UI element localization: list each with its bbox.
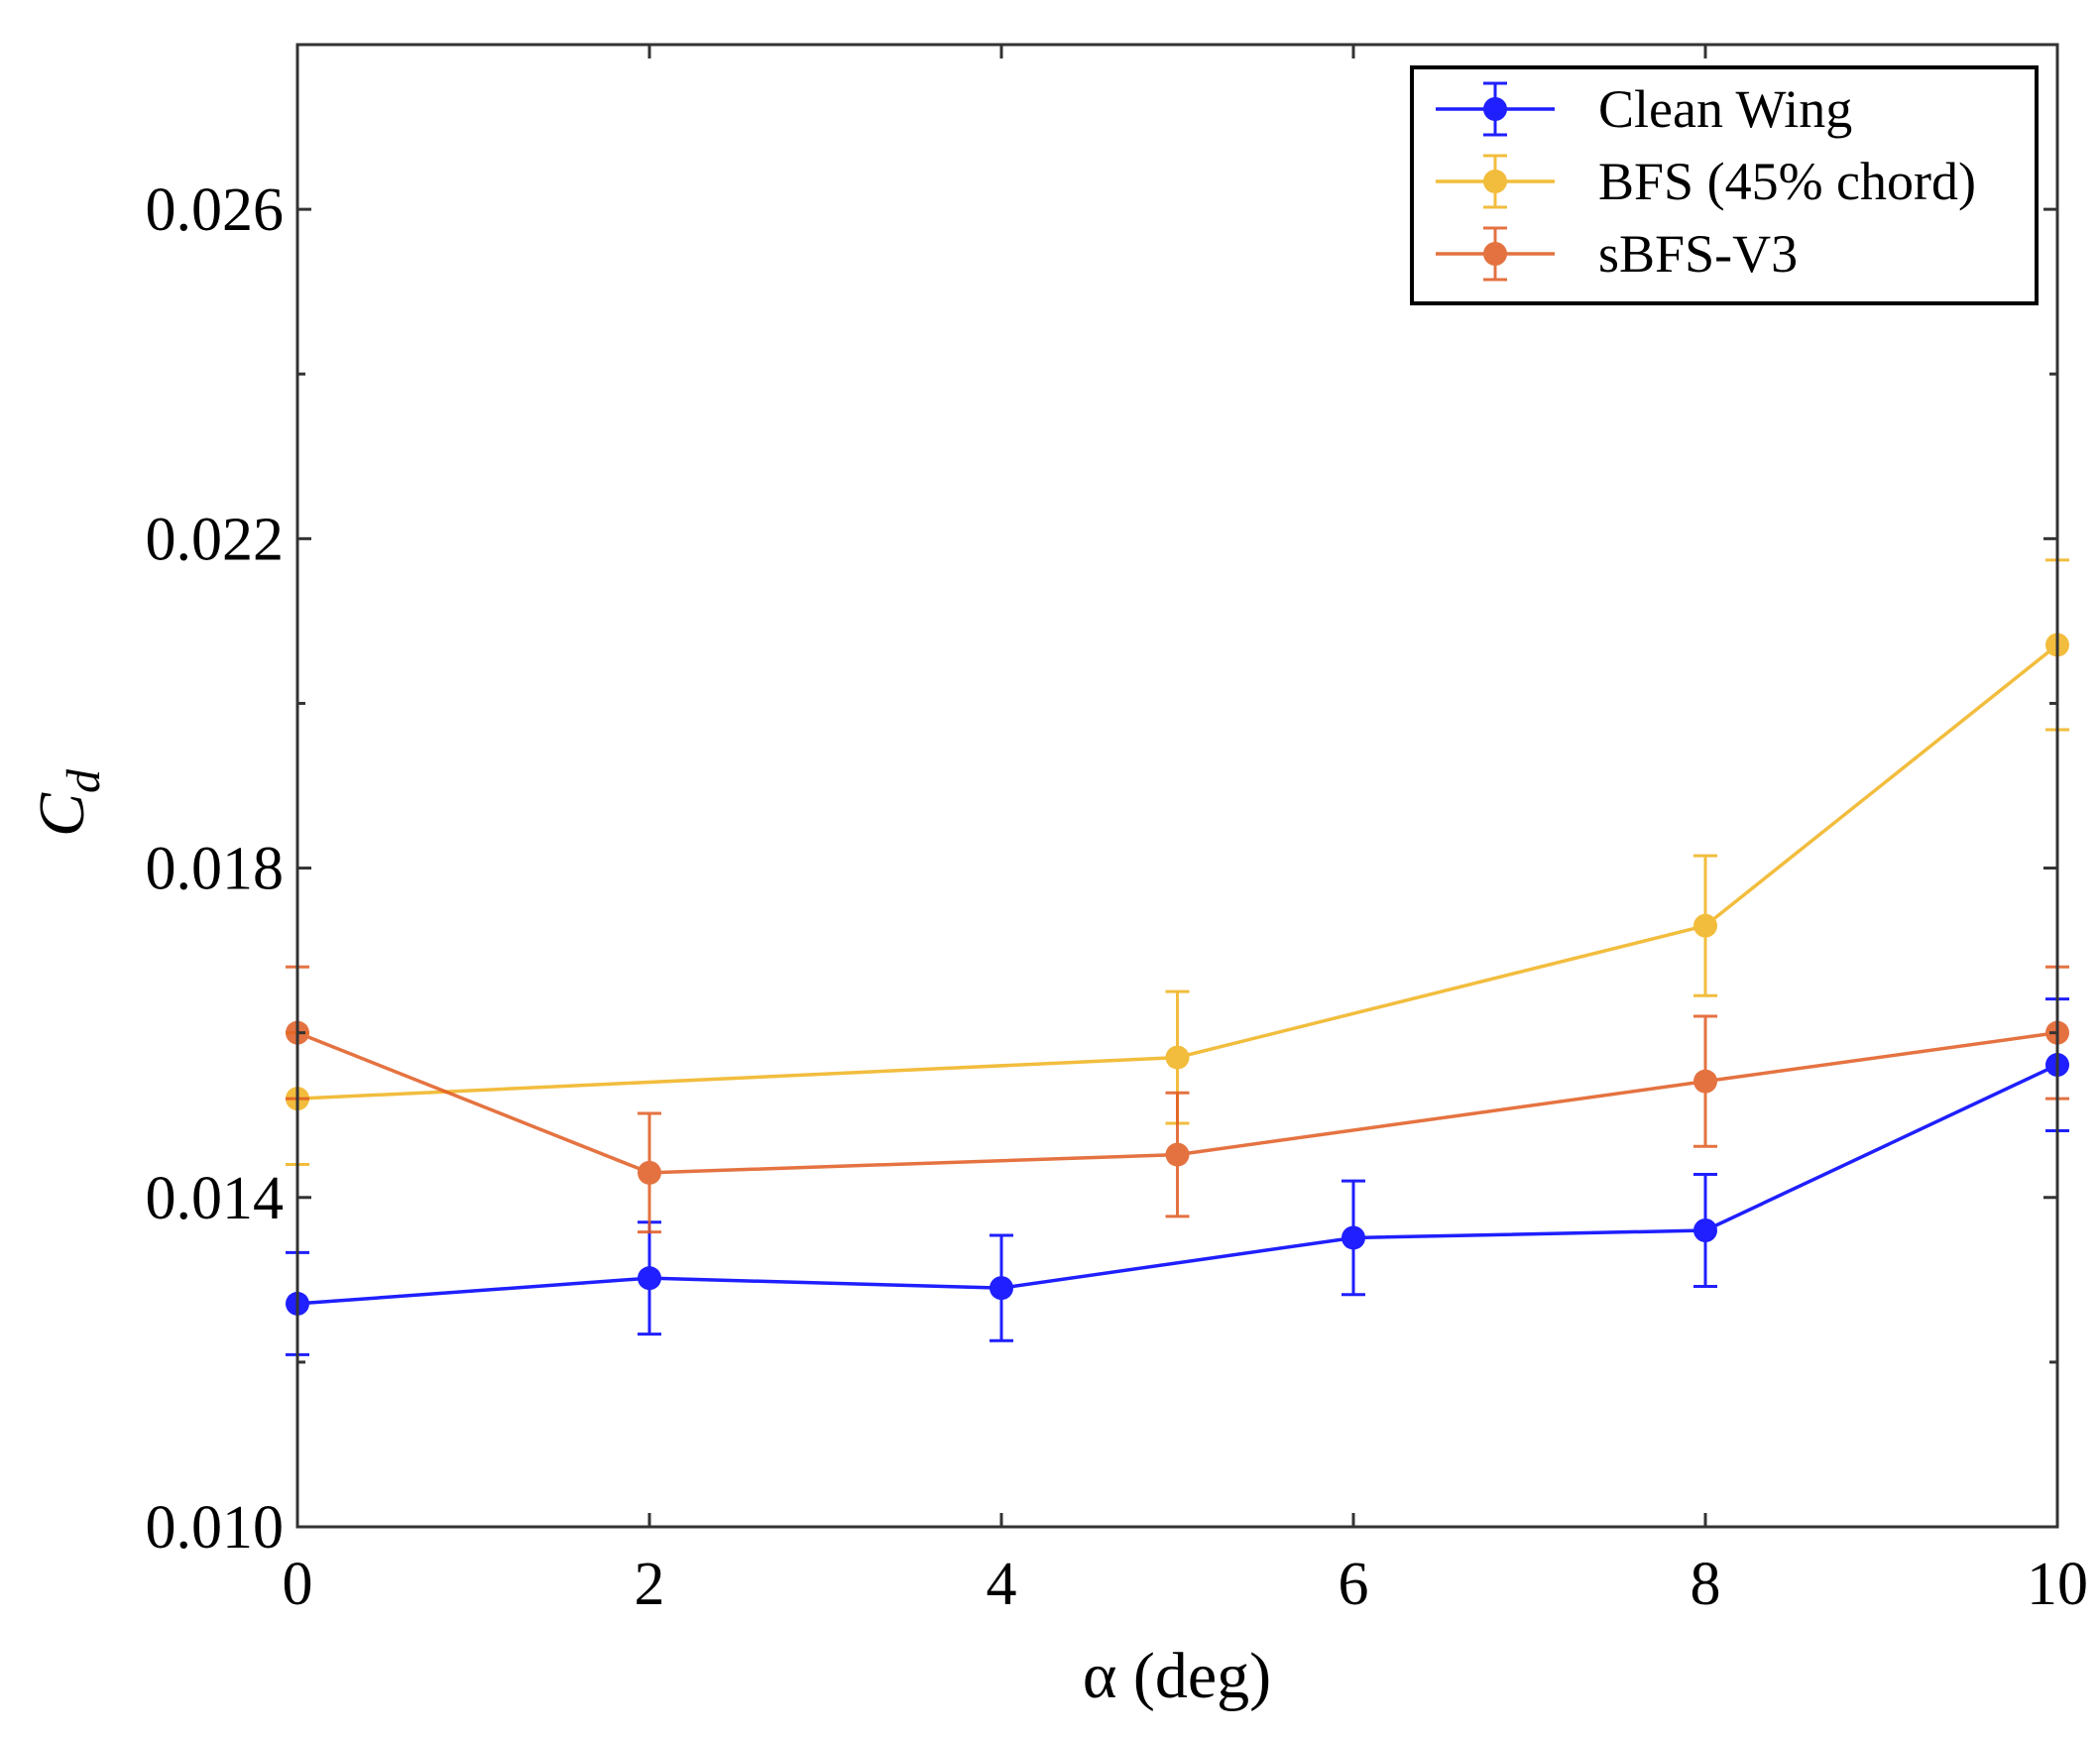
x-tick-label: 0 [283, 1551, 313, 1618]
legend-marker [1483, 97, 1507, 121]
legend-entry [1436, 154, 1555, 209]
data-point [1693, 913, 1717, 938]
data-point [1693, 1218, 1717, 1242]
x-tick-label: 8 [1691, 1551, 1721, 1618]
legend-label: BFS (45% chord) [1598, 152, 1976, 211]
legend-label: Clean Wing [1598, 79, 1852, 139]
y-tick-label: 0.022 [146, 506, 285, 573]
x-tick-label: 2 [635, 1551, 665, 1618]
legend: Clean Wing BFS (45% chord) sBFS-V3 [1410, 65, 2039, 305]
data-point [1342, 1225, 1365, 1250]
data-point [638, 1160, 661, 1185]
x-tick-label: 4 [987, 1551, 1017, 1618]
data-point [638, 1266, 661, 1291]
legend-marker [1483, 170, 1507, 193]
y-tick-label: 0.014 [146, 1165, 285, 1232]
legend-label: sBFS-V3 [1598, 224, 1798, 284]
data-point [1693, 1069, 1717, 1094]
legend-entries: Clean Wing BFS (45% chord) sBFS-V3 [1436, 79, 1976, 284]
y-axis-label: Cd [26, 768, 110, 837]
data-point [1165, 1142, 1190, 1167]
y-tick-label: 0.026 [146, 176, 285, 244]
legend-box [1410, 65, 2039, 305]
x-tick-label: 10 [2027, 1551, 2088, 1618]
legend-entry [1436, 226, 1555, 282]
y-tick-label: 0.018 [146, 836, 285, 903]
y-tick-label: 0.010 [146, 1494, 285, 1562]
data-point [1165, 1045, 1190, 1070]
axis-ticks: 0 2 4 6 8 10 0.010 0.014 0.018 0.022 0.026 [146, 45, 2088, 1618]
series-line [296, 1063, 2058, 1306]
y-axis-label-group: Cd [26, 768, 110, 837]
legend-marker [1483, 242, 1507, 266]
legend-entry [1436, 81, 1555, 137]
plot-area-frame [295, 43, 2059, 1529]
y-axis-label-subscript: d [58, 768, 110, 793]
y-axis-label-main: C [26, 792, 98, 837]
x-axis-label: α (deg) [1083, 1640, 1271, 1712]
x-tick-label: 6 [1339, 1551, 1369, 1618]
data-point [990, 1276, 1013, 1301]
series-line [296, 643, 2059, 1101]
